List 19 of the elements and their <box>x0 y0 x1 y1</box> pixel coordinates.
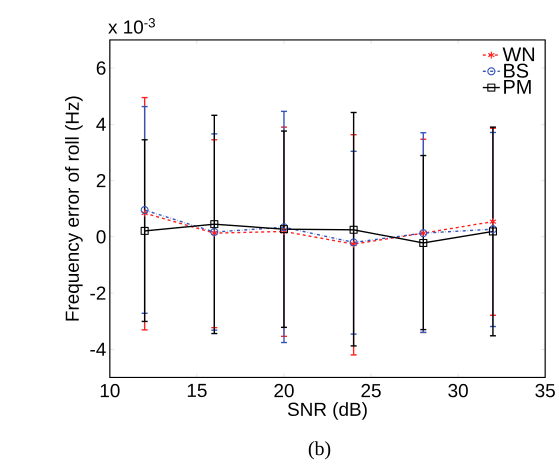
y-tick-label: -4 <box>90 342 106 356</box>
y-tick-label: -2 <box>90 286 106 300</box>
text: (b) <box>308 441 330 460</box>
y-tick-label: 4 <box>96 118 106 131</box>
y-tick-label: 0 <box>96 230 106 244</box>
text: x 10$^{-3}$ <box>108 18 155 34</box>
y-tick-label: 2 <box>96 174 106 188</box>
x-tick-label: 10 <box>100 384 120 398</box>
x-tick-label: 35 <box>535 384 555 398</box>
x-tick-label: 25 <box>361 384 381 398</box>
legend-label: PM <box>504 80 531 94</box>
legend-label: BS <box>504 64 528 78</box>
x-tick-label: 30 <box>448 384 468 398</box>
legend-label: WN <box>502 47 534 62</box>
x-tick-label: 20 <box>274 384 294 398</box>
x-axis-title: SNR (dB) <box>288 402 367 420</box>
x-tick-label: 15 <box>188 384 207 397</box>
y-tick-label: 6 <box>96 61 106 75</box>
y-axis-title: Frequency error of roll (Hz) <box>65 96 83 320</box>
